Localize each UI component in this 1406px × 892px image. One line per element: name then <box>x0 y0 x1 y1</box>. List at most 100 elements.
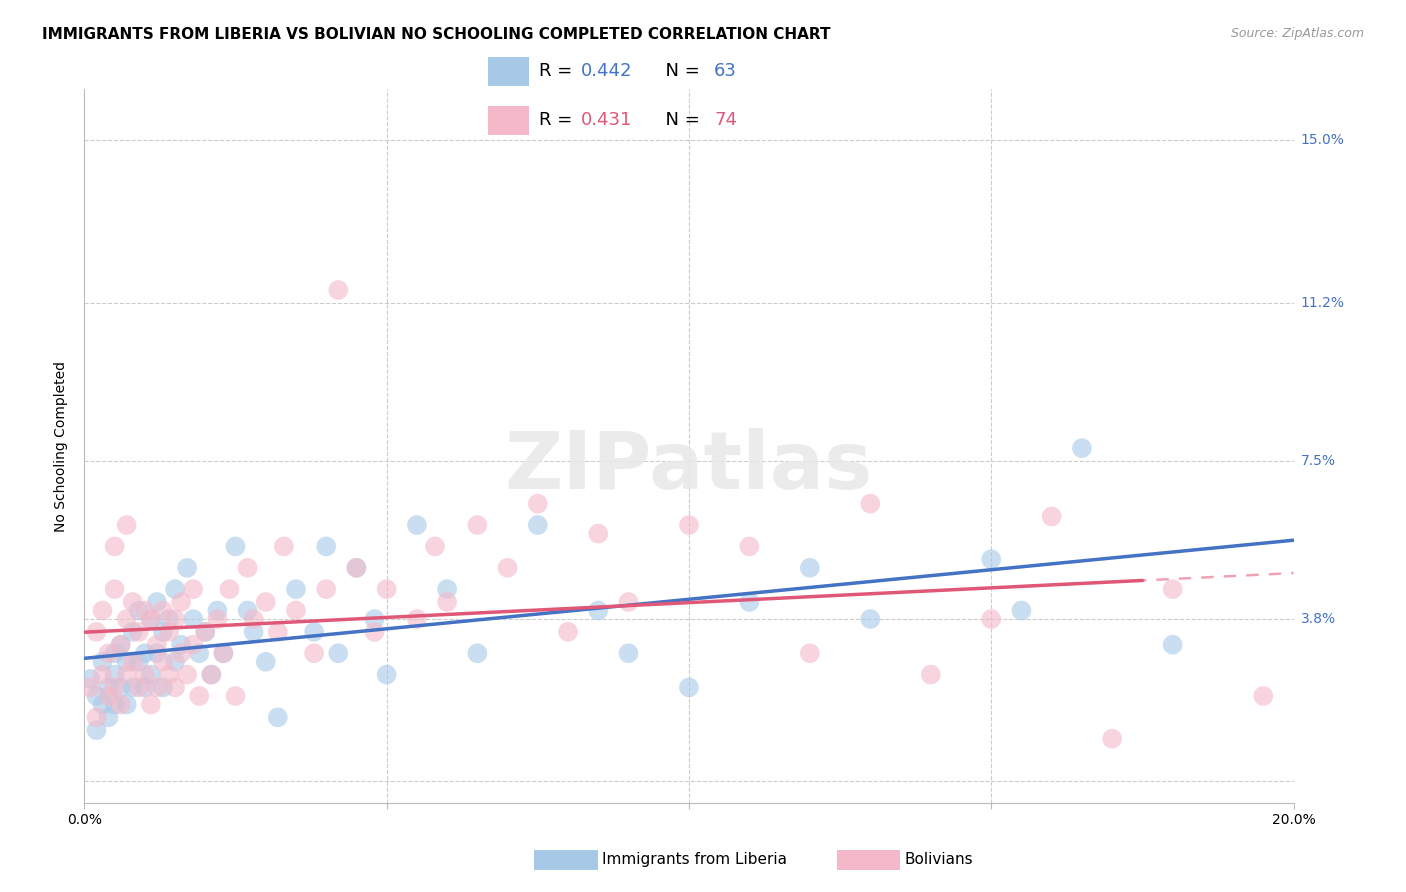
Point <box>315 582 337 596</box>
Point <box>128 681 150 695</box>
Point <box>363 624 385 639</box>
Point <box>678 518 700 533</box>
Point <box>86 689 108 703</box>
Point <box>97 710 120 724</box>
Point <box>212 646 235 660</box>
Point <box>110 698 132 712</box>
Text: 15.0%: 15.0% <box>1301 134 1344 147</box>
Point <box>79 681 101 695</box>
Point <box>170 646 193 660</box>
Point <box>139 698 162 712</box>
Point <box>363 612 385 626</box>
Point <box>104 540 127 554</box>
Point <box>1010 603 1032 617</box>
Point <box>1040 509 1063 524</box>
Point <box>128 655 150 669</box>
Point <box>121 655 143 669</box>
Point <box>738 595 761 609</box>
Point <box>104 582 127 596</box>
Point <box>236 603 259 617</box>
Point <box>588 526 610 541</box>
Point <box>91 667 114 681</box>
Text: Bolivians: Bolivians <box>904 853 973 867</box>
Point <box>207 612 229 626</box>
Point <box>406 612 429 626</box>
Point <box>134 681 156 695</box>
Point <box>242 612 264 626</box>
Point <box>406 518 429 533</box>
Point <box>980 612 1002 626</box>
Text: 0.442: 0.442 <box>581 62 633 79</box>
Point <box>97 689 120 703</box>
Point <box>1251 689 1274 703</box>
Point <box>104 698 127 712</box>
Point <box>526 518 548 533</box>
Text: R =: R = <box>538 62 578 79</box>
Point <box>617 595 640 609</box>
Point <box>181 638 204 652</box>
Text: Immigrants from Liberia: Immigrants from Liberia <box>602 853 787 867</box>
Point <box>207 603 229 617</box>
Point <box>115 612 138 626</box>
Point <box>859 497 882 511</box>
Point <box>302 646 325 660</box>
Text: Source: ZipAtlas.com: Source: ZipAtlas.com <box>1230 27 1364 40</box>
Point <box>139 667 162 681</box>
Point <box>176 561 198 575</box>
Point <box>110 681 132 695</box>
Point <box>91 603 114 617</box>
Point <box>423 540 446 554</box>
Point <box>152 681 174 695</box>
Point <box>128 624 150 639</box>
Point <box>86 710 108 724</box>
Point <box>152 655 174 669</box>
Point <box>1161 638 1184 652</box>
Point <box>254 655 277 669</box>
FancyBboxPatch shape <box>488 57 529 86</box>
Point <box>146 646 169 660</box>
Point <box>254 595 277 609</box>
Text: 3.8%: 3.8% <box>1301 612 1336 626</box>
Point <box>467 518 489 533</box>
Point <box>328 283 350 297</box>
Point <box>526 497 548 511</box>
Point <box>375 582 398 596</box>
Point <box>104 667 127 681</box>
Point <box>176 667 198 681</box>
Point <box>170 595 193 609</box>
Y-axis label: No Schooling Completed: No Schooling Completed <box>55 360 69 532</box>
Point <box>242 624 264 639</box>
Point <box>200 667 222 681</box>
Point <box>375 667 398 681</box>
Text: ZIPatlas: ZIPatlas <box>505 428 873 507</box>
Text: 0.431: 0.431 <box>581 111 633 129</box>
Point <box>738 540 761 554</box>
Point <box>1101 731 1123 746</box>
Point <box>194 624 217 639</box>
Point <box>121 681 143 695</box>
Point <box>200 667 222 681</box>
Point <box>799 646 821 660</box>
Point <box>436 595 458 609</box>
Point <box>273 540 295 554</box>
Text: R =: R = <box>538 111 578 129</box>
Point <box>1161 582 1184 596</box>
Point <box>346 561 368 575</box>
Point <box>134 646 156 660</box>
Point <box>86 624 108 639</box>
Point <box>139 612 162 626</box>
Point <box>146 595 169 609</box>
Point <box>139 612 162 626</box>
Point <box>859 612 882 626</box>
Point <box>115 655 138 669</box>
Point <box>79 672 101 686</box>
Point <box>163 612 186 626</box>
Point <box>152 603 174 617</box>
Text: N =: N = <box>654 111 704 129</box>
Point <box>920 667 942 681</box>
Point <box>328 646 350 660</box>
Point <box>267 624 290 639</box>
Point <box>128 603 150 617</box>
Point <box>134 603 156 617</box>
Point <box>121 624 143 639</box>
